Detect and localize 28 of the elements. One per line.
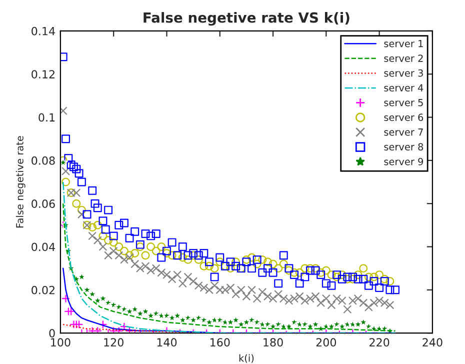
y-tick-label: 0.06	[32, 200, 55, 208]
x-tick-label: 200	[316, 338, 336, 347]
legend-label: server 8	[384, 143, 424, 151]
legend-label: server 4	[384, 84, 424, 92]
y-tick-label: 0.14	[32, 26, 55, 36]
x-tick-label: 160	[210, 338, 230, 347]
x-tick-label: 120	[104, 338, 124, 347]
x-tick-label: 140	[157, 338, 177, 347]
y-tick-label: 0.04	[32, 242, 55, 252]
x-tick-label: 240	[422, 338, 442, 347]
legend-label: server 1	[384, 40, 423, 48]
legend-label: server 5	[384, 99, 423, 106]
legend-label: server 7	[384, 128, 423, 136]
y-axis-title: False negetive rate	[16, 136, 26, 228]
legend-label: server 2	[384, 54, 423, 62]
y-tick-label: 0.1	[38, 113, 55, 122]
y-tick-label: 0.12	[32, 70, 54, 78]
y-tick-label: 0.02	[32, 286, 54, 294]
y-tick-label: 0	[49, 329, 55, 338]
x-tick-label: 180	[264, 338, 283, 347]
y-tick-label: 0.08	[32, 156, 55, 165]
x-tick-label: 220	[370, 338, 390, 347]
x-axis-title: k(i)	[239, 354, 254, 363]
legend-label: server 3	[384, 69, 423, 77]
legend-label: server 6	[384, 114, 424, 121]
x-tick-label: 100	[51, 338, 70, 347]
legend-label: server 9	[384, 158, 424, 166]
chart-title: False negetive rate VS k(i)	[144, 12, 350, 26]
